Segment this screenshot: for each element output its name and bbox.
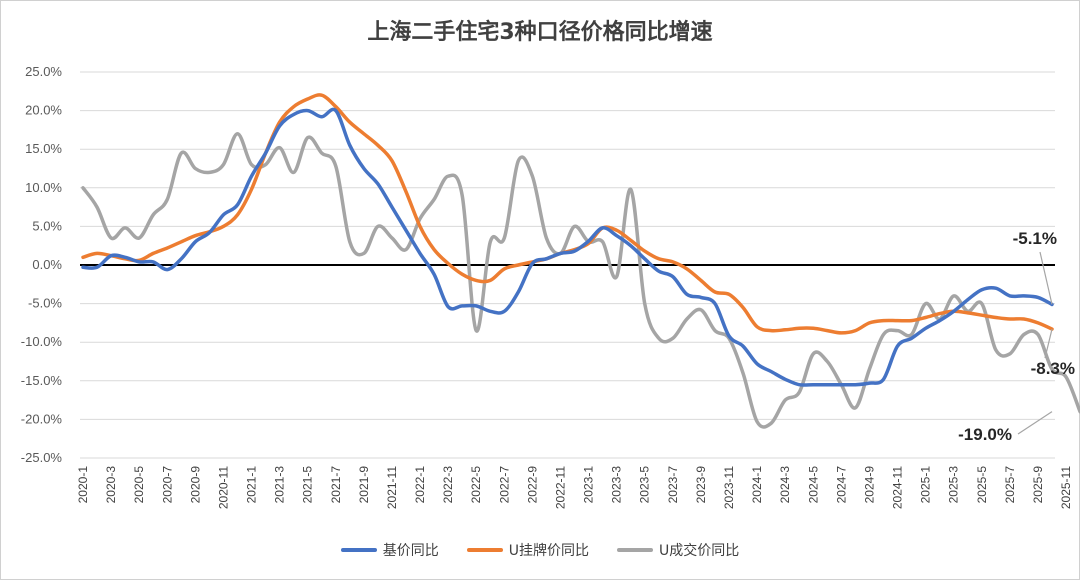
legend-item: U挂牌价同比 [466,540,589,560]
x-tick-label: 2021-7 [329,466,343,504]
end-value-label: -19.0% [958,425,1012,444]
legend-label: 基价同比 [382,543,439,559]
y-tick-label: 0.0% [32,257,62,272]
x-tick-label: 2023-1 [582,466,596,504]
x-tick-label: 2024-11 [891,466,905,509]
x-tick-label: 2021-9 [357,466,371,504]
x-tick-label: 2023-3 [610,466,624,504]
x-tick-label: 2025-3 [947,466,961,504]
x-axis: 2020-1 2020-3 2020-5 2020-7 2020-9 2020-11 202… [76,466,1073,509]
end-value-label: -5.1% [1013,229,1057,248]
x-tick-label: 2020-5 [132,466,146,504]
x-tick-label: 2025-7 [1003,466,1017,504]
y-tick-label: 20.0% [25,103,62,118]
end-label-leader [1039,251,1053,305]
y-tick-label: 5.0% [32,218,62,233]
y-tick-label: 25.0% [25,64,62,79]
gridlines [80,71,1055,459]
x-tick-label: 2020-7 [160,466,174,504]
x-tick-label: 2020-1 [76,466,90,504]
chart-title: 上海二手住宅3种口径价格同比增速 [367,20,713,45]
x-tick-label: 2021-11 [385,466,399,509]
x-tick-label: 2024-5 [806,466,820,504]
y-tick-label: -15.0% [21,373,63,388]
y-tick-label: 10.0% [25,180,62,195]
x-tick-label: 2023-5 [638,466,652,504]
x-tick-label: 2024-3 [778,466,792,504]
legend-swatch [466,548,503,552]
x-tick-label: 2020-3 [104,466,118,504]
x-tick-label: 2020-9 [188,466,202,504]
legend-item: U成交价同比 [617,540,739,560]
x-tick-label: 2022-9 [525,466,539,504]
series-line-listing-price [81,93,1054,335]
series-lines [81,93,1080,429]
end-labels: -5.1% -8.3% -19.0% [958,229,1075,444]
series-line-base-price [81,107,1054,387]
x-tick-label: 2024-9 [862,466,876,504]
series-line-transaction-price [81,132,1080,429]
y-tick-label: -25.0% [21,450,63,465]
legend-swatch [617,548,653,552]
x-tick-label: 2025-9 [1031,466,1045,504]
y-tick-label: -20.0% [21,411,63,426]
x-tick-label: 2025-11 [1059,466,1073,509]
x-tick-label: 2021-1 [245,466,259,504]
x-tick-label: 2020-11 [216,466,230,509]
x-tick-label: 2022-11 [553,466,567,509]
y-tick-label: -10.0% [21,334,63,349]
x-tick-label: 2024-1 [750,466,764,504]
x-tick-label: 2024-7 [834,466,848,504]
y-tick-label: 15.0% [25,141,62,156]
end-label-leader [1017,411,1053,435]
x-tick-label: 2023-9 [694,466,708,504]
x-tick-label: 2025-5 [975,466,989,504]
y-tick-label: -5.0% [28,296,62,311]
x-tick-label: 2025-1 [919,466,933,504]
legend-label: U挂牌价同比 [508,543,589,559]
x-tick-label: 2022-3 [441,466,455,504]
x-tick-label: 2022-7 [497,466,511,504]
x-tick-label: 2022-1 [413,466,427,504]
x-tick-label: 2021-5 [301,466,315,504]
y-axis: 25.0% 20.0% 15.0% 10.0% 5.0% 0.0% -5.0% -10.0% -… [21,64,63,465]
legend-label: U成交价同比 [659,543,740,559]
x-tick-label: 2021-3 [273,466,287,504]
end-label-leader [1044,328,1053,359]
x-tick-label: 2023-7 [666,466,680,504]
legend-swatch [340,548,377,552]
x-tick-label: 2022-5 [469,466,483,504]
legend-item: 基价同比 [340,540,439,560]
x-tick-label: 2023-11 [722,466,736,509]
end-value-label: -8.3% [1031,359,1075,378]
legend: 基价同比 U挂牌价同比 U成交价同比 [0,540,1080,560]
